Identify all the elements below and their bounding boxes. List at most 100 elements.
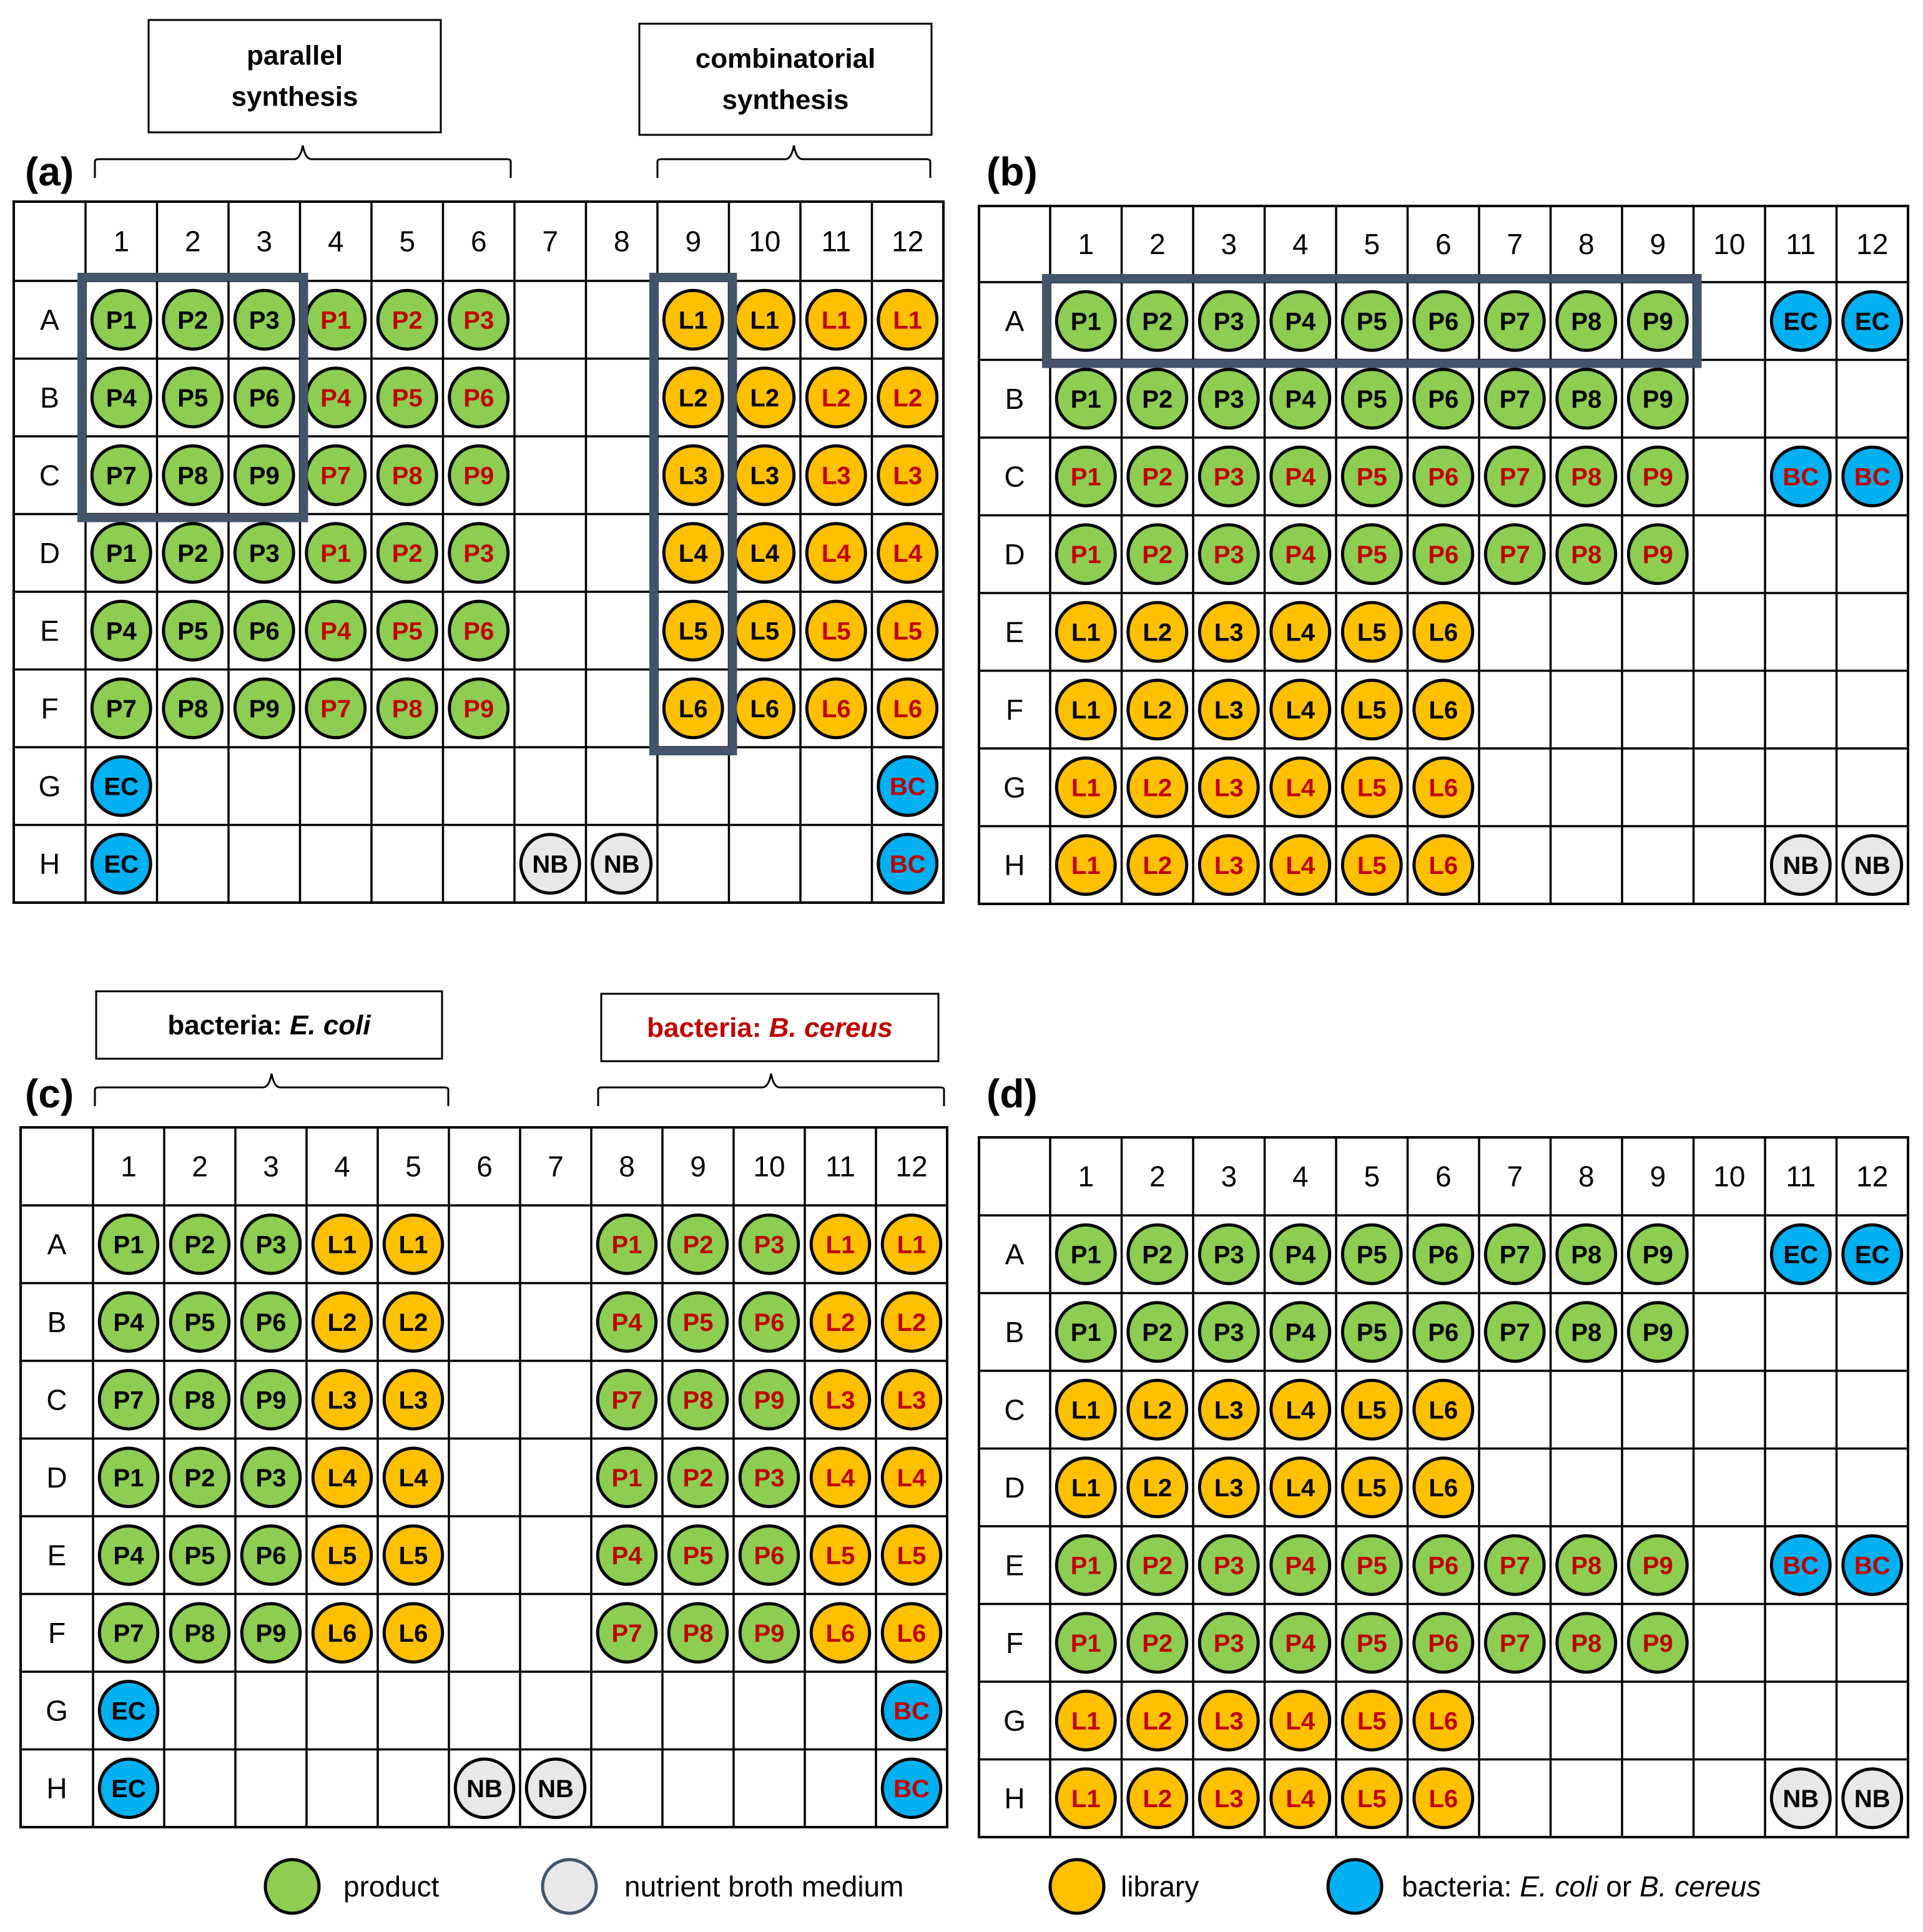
well-library: L2: [1126, 601, 1189, 663]
well-circle: [596, 1602, 658, 1664]
column-header: 5: [399, 225, 415, 258]
well-product: P5: [376, 599, 438, 662]
well-product: P7: [1483, 368, 1546, 430]
well-label: BC: [1854, 1552, 1891, 1579]
well-circle: [1126, 834, 1189, 896]
well-product: P4: [1269, 1223, 1332, 1285]
well-label: BC: [1854, 463, 1891, 491]
well-label: L4: [893, 540, 922, 567]
well-bacteria: EC: [1769, 1223, 1832, 1285]
well-label: EC: [1783, 308, 1818, 335]
well-label: L6: [826, 1620, 855, 1647]
well-circle: [97, 1602, 160, 1664]
well-circle: [1269, 445, 1332, 508]
well-label: P5: [1357, 1241, 1387, 1268]
well-circle: [1269, 368, 1332, 430]
well-product: P1: [1055, 1612, 1117, 1674]
well-product: P7: [1483, 445, 1546, 508]
well-label: P7: [1500, 463, 1530, 491]
well-circle: [90, 522, 152, 584]
well-product: P8: [162, 677, 224, 740]
column-header: 5: [1364, 1160, 1380, 1193]
well-circle: [1269, 601, 1332, 663]
well-label: P1: [1071, 386, 1101, 413]
grid-lines: [21, 1127, 948, 1828]
well-product: P9: [233, 677, 295, 740]
well-product: P6: [1412, 290, 1475, 352]
well-label: P6: [1428, 308, 1458, 335]
well-circle: [1198, 1612, 1260, 1674]
well-label: P2: [1142, 1630, 1173, 1657]
well-label: L3: [822, 462, 851, 489]
well-library: L3: [1198, 1378, 1260, 1441]
well-product: P7: [97, 1369, 160, 1431]
well-circle: [805, 522, 867, 584]
well-circle: [1126, 1689, 1189, 1752]
well-circle: [1198, 679, 1260, 741]
well-library: L6: [734, 677, 796, 740]
well-label: P3: [754, 1231, 785, 1258]
well-label: P7: [106, 462, 137, 489]
well-label: EC: [1783, 1241, 1818, 1268]
column-header: 1: [113, 225, 129, 258]
well-circle: [1055, 1456, 1117, 1519]
well-library: L4: [1269, 1767, 1332, 1830]
well-circle: [1269, 1456, 1332, 1519]
well-label: P9: [1643, 541, 1673, 569]
well-product: P2: [1126, 1534, 1189, 1596]
well-product: P8: [1555, 523, 1618, 586]
well-circle: [240, 1291, 302, 1353]
well-product: P4: [305, 599, 367, 662]
well-library: L2: [311, 1291, 373, 1353]
well-label: L1: [1071, 1474, 1101, 1502]
well-label: L2: [1143, 619, 1172, 646]
well-library: L1: [1055, 1378, 1117, 1441]
synthesis-label-box: bacteria: E. coli: [94, 990, 450, 1106]
column-header: 4: [1292, 228, 1309, 260]
well-circle: [97, 1680, 160, 1742]
row-header: G: [46, 1694, 68, 1727]
well-product: P7: [1483, 1612, 1546, 1674]
well-product: P9: [240, 1369, 302, 1431]
well-label: P9: [1643, 386, 1673, 413]
well-circle: [1412, 834, 1475, 896]
well-product: P5: [376, 366, 438, 429]
well-label: P9: [1643, 1241, 1673, 1268]
well-label: L6: [399, 1620, 428, 1647]
well-circle: [805, 288, 867, 351]
well-library: L6: [382, 1602, 445, 1664]
well-label: L5: [1357, 774, 1387, 802]
well-label: P6: [256, 1542, 287, 1569]
well-label: P5: [185, 1542, 215, 1569]
well-label: P1: [106, 306, 137, 334]
well-circle: [97, 1757, 160, 1819]
well-circle: [1198, 1223, 1260, 1285]
well-product: P1: [1055, 368, 1117, 430]
well-library: L4: [877, 522, 939, 584]
legend-species-1: E. coli: [1520, 1870, 1599, 1903]
well-product: P5: [1340, 368, 1403, 430]
well-label: NB: [466, 1775, 503, 1803]
highlight-frame: [1042, 274, 1702, 368]
well-label: P8: [185, 1386, 215, 1414]
well-library: L5: [1340, 1767, 1403, 1830]
well-label: L4: [1286, 1707, 1315, 1735]
well-label: P2: [185, 1231, 215, 1258]
row-header: D: [1004, 1471, 1025, 1504]
well-circle: [233, 444, 295, 506]
well-product: P2: [1126, 445, 1189, 508]
well-circle: [596, 1369, 658, 1431]
well-label: P8: [1571, 1630, 1601, 1657]
well-product: P4: [90, 366, 152, 429]
well-product: P9: [448, 677, 510, 740]
well-label: P4: [320, 617, 352, 645]
well-product: P7: [1483, 1223, 1546, 1285]
well-library: L3: [1198, 679, 1260, 741]
well-circle: [97, 1214, 160, 1275]
well-label: EC: [104, 773, 139, 800]
column-header: 8: [619, 1150, 635, 1183]
well-label: P8: [177, 695, 208, 723]
well-product: P9: [1626, 523, 1689, 586]
well-library: L3: [1198, 834, 1260, 896]
well-library: L2: [877, 366, 939, 429]
